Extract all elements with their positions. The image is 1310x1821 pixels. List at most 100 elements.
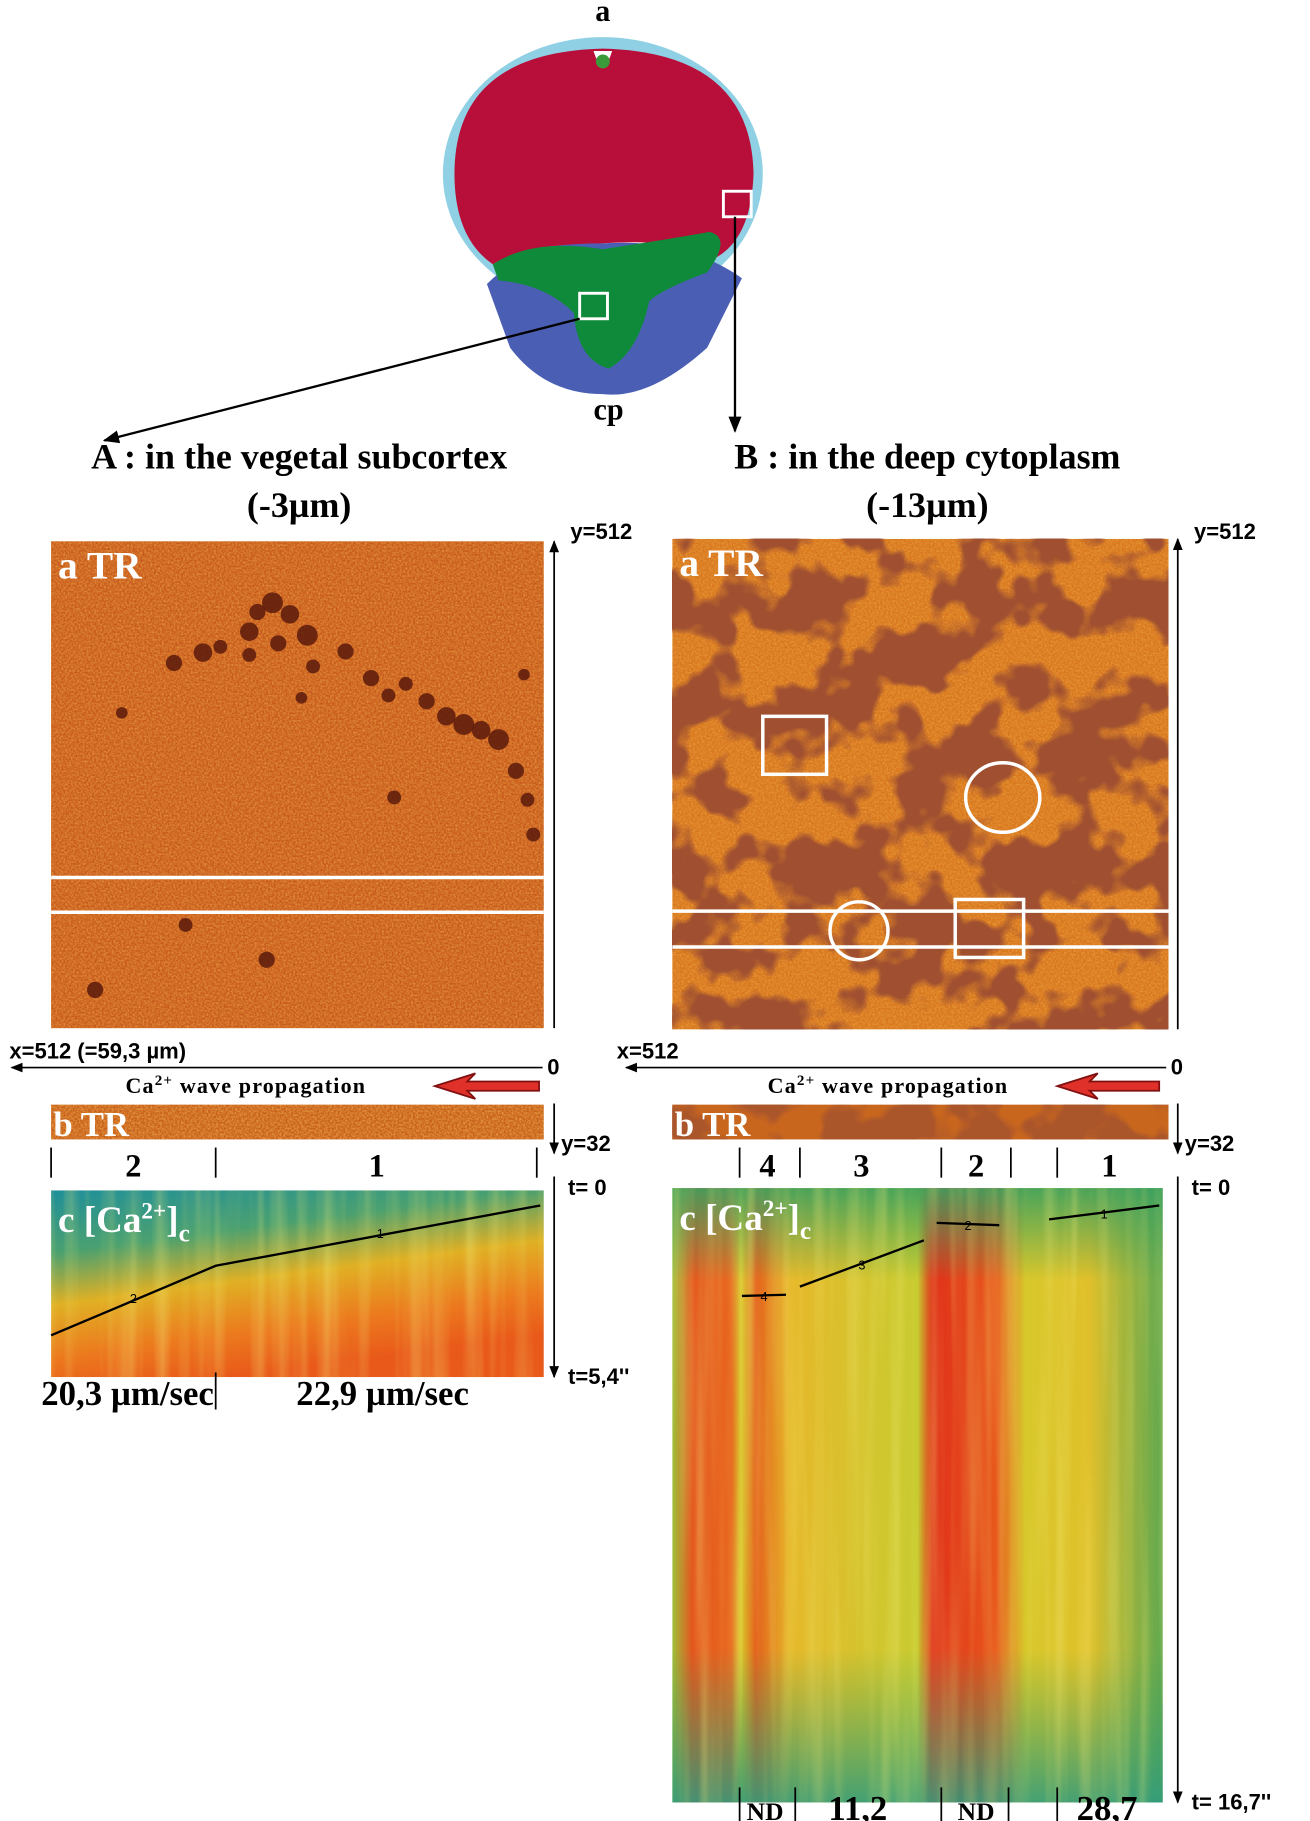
propagation-label: Ca2+ wave propagation — [125, 1073, 366, 1098]
roi-a — [578, 291, 609, 321]
wave-front — [936, 1221, 1000, 1227]
speed-label: 20,3 µm/sec — [41, 1374, 214, 1413]
propagation-arrow — [1054, 1072, 1161, 1100]
granule — [471, 720, 491, 740]
kymograph-label: c [Ca2+]c — [679, 1196, 811, 1245]
wave-marker: 2 — [964, 1218, 971, 1233]
granule — [437, 707, 456, 726]
text-part: ] — [788, 1198, 800, 1239]
kymograph-stripes — [672, 1188, 1163, 1803]
granule — [507, 762, 525, 779]
granule — [295, 692, 308, 704]
granule — [116, 707, 128, 719]
granule — [178, 918, 193, 932]
strip-height: y=32 — [561, 1131, 611, 1156]
image-grain — [51, 541, 544, 1029]
panel-depth: (-3µm) — [247, 485, 351, 525]
granule — [249, 603, 266, 621]
arrow-a — [102, 317, 580, 444]
panel-depth: (-13µm) — [866, 485, 988, 525]
granule — [398, 676, 413, 691]
nucleus — [595, 54, 610, 69]
cytoplasm — [454, 48, 754, 265]
text-part: ] — [166, 1200, 178, 1241]
strip-grain — [51, 1104, 544, 1140]
segment-label: 1 — [369, 1149, 385, 1185]
segment-label: 2 — [125, 1149, 141, 1185]
strip-label: b TR — [675, 1105, 752, 1144]
t-end: t= 16,7'' — [1192, 1789, 1272, 1814]
bottom-label: cp — [594, 393, 624, 427]
panel-title: B : in the deep cytoplasm — [734, 436, 1120, 476]
text-part: 2+ — [155, 1073, 173, 1089]
granule — [488, 729, 509, 750]
wave-front — [799, 1239, 925, 1288]
speed-label: ND — [747, 1797, 784, 1821]
image-label: a TR — [58, 543, 142, 587]
segment-label: 1 — [1101, 1149, 1117, 1185]
speed-label: 11,2 — [828, 1789, 887, 1821]
strip-grain — [672, 1104, 1169, 1140]
segment-label: 2 — [968, 1149, 984, 1185]
wave-marker: 1 — [377, 1226, 384, 1241]
granule — [418, 693, 435, 710]
granule — [262, 592, 283, 614]
granule — [87, 981, 104, 999]
text-part: 2+ — [763, 1196, 788, 1222]
speed-label: 28,7 — [1077, 1789, 1138, 1821]
t-end: t=5,4'' — [568, 1364, 629, 1389]
wave-front — [1048, 1204, 1160, 1221]
text-part: c — [179, 1218, 190, 1247]
granule — [270, 635, 287, 652]
granule — [520, 792, 535, 807]
granule — [242, 647, 257, 662]
x-max: x=512 (=59,3 µm) — [9, 1038, 186, 1063]
roi-square — [761, 714, 829, 777]
text-part: Ca — [125, 1073, 154, 1098]
y-max: y=512 — [570, 519, 632, 544]
granule — [240, 622, 259, 642]
wave-front — [50, 1204, 541, 1337]
granule — [193, 643, 213, 662]
kymograph-label: c [Ca2+]c — [58, 1198, 190, 1247]
granule — [526, 827, 541, 842]
granule — [337, 643, 354, 660]
top-label: a — [595, 0, 610, 28]
speed-label: 22,9 µm/sec — [296, 1374, 469, 1413]
image-blobs — [672, 538, 1169, 1030]
wave-front — [741, 1293, 787, 1298]
text-part: c — [800, 1216, 811, 1245]
panel-title: A : in the vegetal subcortex — [91, 436, 507, 476]
t-start: t= 0 — [1192, 1175, 1231, 1200]
roi-circle — [963, 760, 1042, 834]
segment-label: 3 — [853, 1149, 869, 1185]
granule — [296, 624, 318, 646]
granule — [258, 951, 275, 968]
text-part: c [Ca — [679, 1198, 762, 1239]
image-label: a TR — [679, 541, 763, 585]
speed-label: ND — [958, 1797, 995, 1821]
propagation-label: Ca2+ wave propagation — [768, 1073, 1009, 1098]
x-max: x=512 — [617, 1038, 679, 1063]
roi-square — [953, 897, 1026, 960]
granule — [362, 669, 380, 687]
kymograph-stripes — [51, 1190, 544, 1378]
text-part: wave propagation — [815, 1073, 1008, 1098]
t-start: t= 0 — [568, 1175, 607, 1200]
origin: 0 — [547, 1055, 559, 1080]
wave-marker: 4 — [760, 1289, 767, 1304]
granule — [306, 659, 321, 674]
granule — [453, 714, 475, 735]
propagation-arrow — [431, 1072, 540, 1100]
wave-marker: 2 — [130, 1291, 137, 1306]
egg-diagram: a cp — [102, 0, 763, 444]
strip-height: y=32 — [1185, 1131, 1235, 1156]
roi-circle — [828, 900, 890, 962]
wave-marker: 3 — [858, 1257, 865, 1272]
granule — [381, 688, 396, 703]
text-part: c [Ca — [58, 1200, 141, 1241]
panel: B : in the deep cytoplasm (-13µm) a TR y=51… — [617, 436, 1272, 1821]
granule — [280, 605, 300, 624]
segment-label: 4 — [759, 1149, 775, 1185]
